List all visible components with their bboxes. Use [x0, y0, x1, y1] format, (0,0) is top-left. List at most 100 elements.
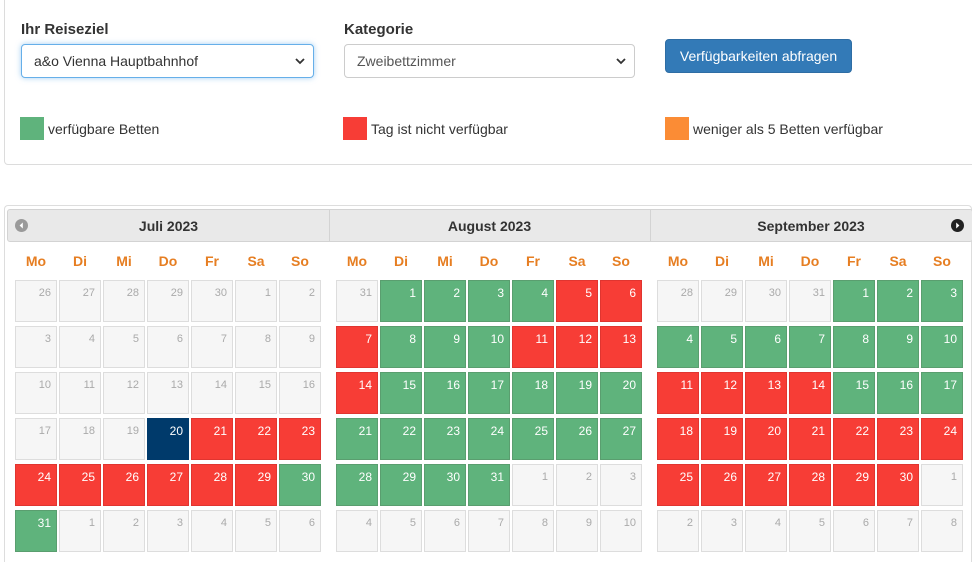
month-divider [650, 210, 651, 241]
day-cell-green[interactable]: 19 [556, 372, 598, 414]
day-cell-red: 29 [235, 464, 277, 506]
day-cell-green[interactable]: 10 [921, 326, 963, 368]
day-cell-green[interactable]: 10 [468, 326, 510, 368]
day-cell-green[interactable]: 3 [921, 280, 963, 322]
day-cell-green[interactable]: 5 [701, 326, 743, 368]
destination-select[interactable]: a&o Vienna Hauptbahnhof [21, 44, 314, 78]
day-cell-red: 7 [336, 326, 378, 368]
category-label: Kategorie [344, 21, 414, 38]
day-cell-past: 17 [15, 418, 57, 460]
prev-arrow-icon[interactable] [14, 218, 28, 232]
day-cell-past: 18 [59, 418, 101, 460]
day-cell-other: 28 [103, 280, 145, 322]
day-cell-green[interactable]: 17 [468, 372, 510, 414]
day-cell-other: 31 [336, 280, 378, 322]
day-cell-green[interactable]: 29 [380, 464, 422, 506]
day-cell-green[interactable]: 30 [424, 464, 466, 506]
legend-unavailable: Tag ist nicht verfügbar [343, 117, 508, 140]
day-cell-red: 21 [789, 418, 831, 460]
search-panel: Ihr Reiseziel a&o Vienna Hauptbahnhof Ka… [4, 0, 972, 165]
day-cell-green[interactable]: 28 [336, 464, 378, 506]
day-cell-other: 31 [789, 280, 831, 322]
day-cell-green[interactable]: 2 [424, 280, 466, 322]
day-cell-other: 1 [59, 510, 101, 552]
weekday-header: Sa [247, 253, 265, 269]
day-cell-other: 1 [921, 464, 963, 506]
destination-value: a&o Vienna Hauptbahnhof [34, 53, 198, 69]
day-cell-green[interactable]: 6 [745, 326, 787, 368]
weekday-header: Sa [568, 253, 586, 269]
day-cell-other: 3 [701, 510, 743, 552]
category-value: Zweibettzimmer [357, 53, 456, 69]
legend-label: weniger als 5 Betten verfügbar [693, 120, 883, 137]
check-availability-button[interactable]: Verfügbarkeiten abfragen [665, 39, 852, 73]
day-cell-green[interactable]: 20 [600, 372, 642, 414]
day-cell-red: 25 [59, 464, 101, 506]
day-cell-red: 24 [15, 464, 57, 506]
weekday-header: Fr [526, 253, 540, 269]
day-cell-past: 10 [15, 372, 57, 414]
weekday-header: Fr [847, 253, 861, 269]
day-cell-green[interactable]: 16 [877, 372, 919, 414]
weekday-header: Sa [889, 253, 907, 269]
day-cell-past: 13 [147, 372, 189, 414]
day-cell-other: 2 [103, 510, 145, 552]
day-cell-red: 25 [657, 464, 699, 506]
day-cell-green[interactable]: 26 [556, 418, 598, 460]
weekday-header: Do [800, 253, 820, 269]
day-cell-other: 7 [877, 510, 919, 552]
day-cell-red: 22 [833, 418, 875, 460]
day-cell-green[interactable]: 17 [921, 372, 963, 414]
day-cell-green[interactable]: 16 [424, 372, 466, 414]
day-cell-other: 26 [15, 280, 57, 322]
day-cell-red: 18 [657, 418, 699, 460]
day-cell-green[interactable]: 9 [424, 326, 466, 368]
day-cell-green[interactable]: 30 [279, 464, 321, 506]
weekday-header: Mo [25, 253, 47, 269]
day-cell-past: 19 [103, 418, 145, 460]
day-cell-red: 5 [556, 280, 598, 322]
day-cell-green[interactable]: 15 [833, 372, 875, 414]
day-cell-green[interactable]: 1 [380, 280, 422, 322]
month-divider [329, 210, 330, 241]
day-cell-green[interactable]: 7 [789, 326, 831, 368]
day-cell-red: 28 [789, 464, 831, 506]
day-cell-green[interactable]: 23 [424, 418, 466, 460]
month-title: Juli 2023 [138, 218, 199, 234]
legend-swatch-available [20, 117, 44, 140]
day-cell-green[interactable]: 4 [512, 280, 554, 322]
day-cell-green[interactable]: 21 [336, 418, 378, 460]
day-cell-other: 27 [59, 280, 101, 322]
day-cell-red: 26 [103, 464, 145, 506]
chevron-down-icon [614, 45, 628, 77]
day-cell-green[interactable]: 3 [468, 280, 510, 322]
day-cell-other: 5 [235, 510, 277, 552]
day-cell-red: 30 [877, 464, 919, 506]
day-cell-green[interactable]: 24 [468, 418, 510, 460]
day-cell-green[interactable]: 25 [512, 418, 554, 460]
day-cell-green[interactable]: 15 [380, 372, 422, 414]
day-cell-green[interactable]: 8 [380, 326, 422, 368]
next-arrow-icon[interactable] [950, 218, 964, 232]
day-cell-other: 7 [468, 510, 510, 552]
day-cell-green[interactable]: 31 [15, 510, 57, 552]
day-cell-green[interactable]: 1 [833, 280, 875, 322]
day-cell-other: 5 [380, 510, 422, 552]
day-cell-past: 15 [235, 372, 277, 414]
day-cell-green[interactable]: 8 [833, 326, 875, 368]
day-cell-green[interactable]: 9 [877, 326, 919, 368]
day-cell-green[interactable]: 18 [512, 372, 554, 414]
day-cell-green[interactable]: 2 [877, 280, 919, 322]
day-cell-other: 8 [512, 510, 554, 552]
day-cell-other: 2 [657, 510, 699, 552]
day-cell-green[interactable]: 31 [468, 464, 510, 506]
chevron-down-icon [293, 45, 307, 77]
day-cell-green[interactable]: 4 [657, 326, 699, 368]
day-cell-red: 23 [877, 418, 919, 460]
category-select[interactable]: Zweibettzimmer [344, 44, 635, 78]
day-cell-green[interactable]: 22 [380, 418, 422, 460]
day-cell-red: 11 [512, 326, 554, 368]
day-cell-red: 13 [745, 372, 787, 414]
day-cell-today[interactable]: 20 [147, 418, 189, 460]
day-cell-green[interactable]: 27 [600, 418, 642, 460]
